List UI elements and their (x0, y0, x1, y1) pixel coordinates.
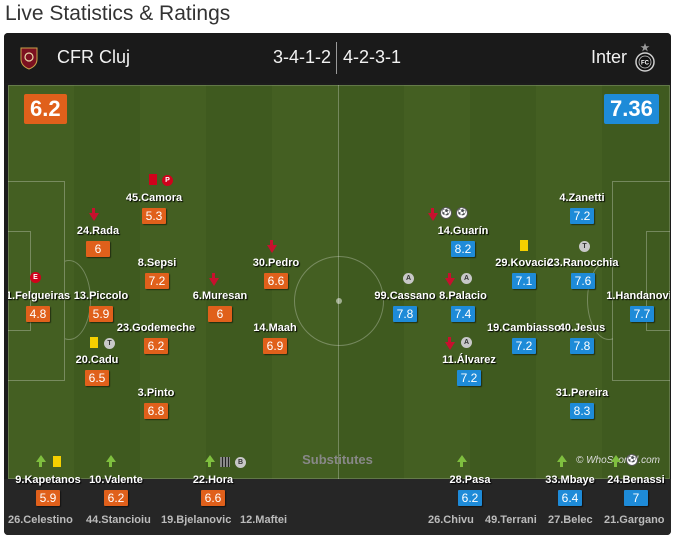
assist-badge-icon: A (461, 273, 472, 284)
away-team-name[interactable]: Inter (591, 47, 628, 67)
penalty-badge-icon: P (162, 175, 173, 186)
player-pereira[interactable]: 31.Pereira 8.3 (555, 387, 609, 419)
home-formation: 3-4-1-2 (273, 47, 332, 67)
unused-sub-gargano[interactable]: 21.Gargano (604, 514, 665, 526)
unused-sub-belec[interactable]: 27.Belec (548, 514, 593, 526)
player-pinto[interactable]: 3.Pinto 6.8 (137, 387, 175, 419)
unused-sub-chivu[interactable]: 26.Chivu (428, 514, 474, 526)
away-team-rating: 7.36 (604, 94, 659, 124)
player-guarin[interactable]: 14.Guarín 8.2 (437, 225, 489, 257)
tackle-badge-icon: T (104, 338, 115, 349)
red-card-icon (149, 174, 157, 185)
player-zanetti[interactable]: 4.Zanetti 7.2 (559, 192, 605, 224)
pitch: 6.2 7.36 45.Camora 5.3 24.Rada 6 8.Sepsi 7.… (8, 85, 670, 479)
error-badge-icon: E (30, 272, 41, 283)
cfr-cluj-crest-icon (20, 47, 38, 70)
block-badge-icon: B (235, 457, 246, 468)
formation-divider (336, 42, 337, 74)
sub-mbaye[interactable]: 33.Mbaye 6.4 (545, 474, 595, 506)
player-handanovic[interactable]: 1.Handanovic7.7 (606, 290, 670, 322)
goal-ball-icon: ⚽ (626, 454, 638, 466)
unused-sub-maftei[interactable]: 12.Maftei (240, 514, 288, 526)
sub-kapetanos[interactable]: 9.Kapetanos 5.9 (15, 474, 81, 506)
player-muresan[interactable]: 6.Muresan 6 (192, 290, 248, 322)
player-felgueiras[interactable]: 1.Felgueiras 4.8 (8, 290, 71, 322)
shot-chart-icon (220, 457, 230, 467)
home-team-name[interactable]: CFR Cluj (57, 47, 131, 67)
away-formation: 4-2-3-1 (343, 47, 402, 67)
player-cadu[interactable]: 20.Cadu 6.5 (75, 354, 119, 386)
yellow-card-icon (90, 337, 98, 348)
match-ratings-panel: CFR Cluj 3-4-1-2 4-2-3-1 Inter FC 6.2 7.… (4, 33, 671, 535)
player-ranocchia[interactable]: 23.Ranocchia 7.6 (547, 257, 619, 289)
match-header: CFR Cluj 3-4-1-2 4-2-3-1 Inter FC (4, 33, 671, 83)
unused-sub-celestino[interactable]: 26.Celestino (8, 514, 73, 526)
player-alvarez[interactable]: 11.Álvarez 7.2 (442, 354, 496, 386)
player-jesus[interactable]: 40.Jesus 7.8 (558, 322, 606, 354)
tackle-badge-icon: T (579, 241, 590, 252)
unused-sub-bjelanovic[interactable]: 19.Bjelanovic (161, 514, 232, 526)
player-kovacic[interactable]: 29.Kovacic 7.1 (495, 257, 553, 289)
sub-pasa[interactable]: 28.Pasa 6.2 (449, 474, 491, 506)
assist-badge-icon: A (403, 273, 414, 284)
goal-ball-icon: ⚽ (440, 207, 452, 219)
sub-valente[interactable]: 10.Valente 6.2 (89, 474, 143, 506)
player-godemeche[interactable]: 23.Godemeche 6.2 (116, 322, 196, 354)
player-piccolo[interactable]: 13.Piccolo 5.9 (73, 290, 129, 322)
svg-text:FC: FC (641, 61, 650, 67)
yellow-card-icon (520, 240, 528, 251)
substitutes-heading: Substitutes (302, 452, 373, 467)
player-sepsi[interactable]: 8.Sepsi 7.2 (137, 257, 177, 289)
assist-badge-icon: A (461, 337, 472, 348)
yellow-card-icon (53, 456, 61, 467)
inter-crest-icon: FC (635, 43, 655, 72)
page-title: Live Statistics & Ratings (5, 2, 231, 25)
player-pedro[interactable]: 30.Pedro 6.6 (252, 257, 300, 289)
goal-ball-icon: ⚽ (456, 207, 468, 219)
player-cassano[interactable]: 99.Cassano 7.8 (374, 290, 436, 322)
player-rada[interactable]: 24.Rada 6 (76, 225, 120, 257)
player-cambiasso[interactable]: 19.Cambiasso 7.2 (487, 322, 561, 354)
player-camora[interactable]: 45.Camora 5.3 (125, 192, 183, 224)
player-maah[interactable]: 14.Maah 6.9 (253, 322, 297, 354)
player-palacio[interactable]: 8.Palacio 7.4 (439, 290, 487, 322)
sub-benassi[interactable]: 24.Benassi 7 (607, 474, 665, 506)
home-team-rating: 6.2 (24, 94, 67, 124)
sub-hora[interactable]: 22.Hora 6.6 (192, 474, 234, 506)
unused-sub-stancioiu[interactable]: 44.Stancioiu (86, 514, 151, 526)
unused-sub-terrani[interactable]: 49.Terrani (485, 514, 537, 526)
substitutes-bar (4, 479, 671, 535)
